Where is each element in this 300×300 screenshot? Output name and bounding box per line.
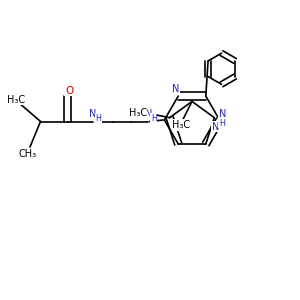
Text: N: N (219, 109, 226, 119)
Text: H: H (95, 114, 101, 123)
Text: CH₃: CH₃ (19, 148, 37, 159)
Text: N: N (172, 85, 179, 94)
Text: O: O (65, 85, 73, 96)
Text: N: N (212, 122, 220, 132)
Text: N: N (145, 109, 152, 119)
Text: H: H (151, 114, 157, 123)
Text: N: N (89, 109, 96, 119)
Text: H₃C: H₃C (128, 108, 147, 118)
Text: H₃C: H₃C (172, 120, 190, 130)
Text: H₃C: H₃C (8, 94, 26, 105)
Text: H: H (219, 118, 225, 127)
